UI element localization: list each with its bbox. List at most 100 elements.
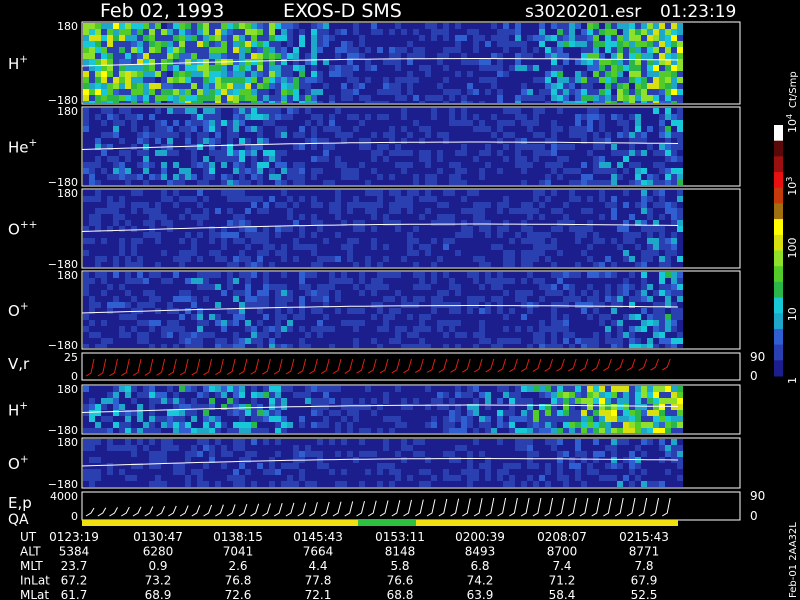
- pitch-trace: [81, 404, 679, 413]
- footer-cell: 67.2: [61, 574, 88, 588]
- colorbar-swatch: [774, 328, 783, 346]
- colorbar-swatch: [774, 360, 783, 377]
- y-axis-bottom: −180: [48, 478, 78, 491]
- right-axis-bottom: 0: [750, 509, 758, 523]
- header-file: s3020201.esr: [525, 2, 641, 22]
- footer-cell: 5.8: [390, 559, 409, 573]
- footer-cell: 76.6: [387, 574, 414, 588]
- y-axis-top: 180: [57, 20, 78, 33]
- colorbar-swatch: [774, 219, 783, 236]
- y-axis-top: 180: [57, 383, 78, 396]
- footer-cell: 0138:15: [213, 530, 263, 544]
- footer-row-label: InLat: [20, 574, 50, 588]
- y-axis-bottom: −180: [48, 94, 78, 107]
- footer-cell: 68.8: [387, 588, 414, 600]
- colorbar-swatch: [774, 297, 783, 314]
- footer-cell: 8148: [385, 545, 416, 559]
- colorbar-swatch: [774, 250, 783, 267]
- footer-cell: 0200:39: [455, 530, 505, 544]
- footer-cell: 52.5: [631, 588, 658, 600]
- colorbar-swatch: [774, 187, 783, 204]
- panel-group: H+180−180He+180−180O++180−180O+180−18090…: [8, 20, 765, 528]
- footer-cell: 0208:07: [537, 530, 587, 544]
- colorbar-swatch: [774, 344, 783, 361]
- qa-label: QA: [8, 512, 29, 528]
- footer-cell: 8493: [465, 545, 496, 559]
- footer-cell: 61.7: [61, 588, 88, 600]
- colorbar-swatch: [774, 234, 783, 251]
- panel-vr: 90 0 V,r 25 0: [8, 350, 765, 383]
- footer-cell: 0.9: [148, 559, 167, 573]
- footer-cell: 4.4: [308, 559, 327, 573]
- y-axis-bottom: 0: [71, 510, 78, 523]
- footer-cell: 73.2: [145, 574, 172, 588]
- footer-cell: 77.8: [305, 574, 332, 588]
- panel-label: E,p: [8, 494, 32, 512]
- footer-cell: 72.6: [225, 588, 252, 600]
- panel-ep: 90 0 E,p 4000 0: [8, 489, 765, 523]
- footer-cell: 63.9: [467, 588, 494, 600]
- colorbar-swatch: [774, 313, 783, 330]
- footer-row-label: MLT: [20, 559, 43, 573]
- y-axis-top: 180: [57, 436, 78, 449]
- right-axis-bottom: 0: [750, 369, 758, 383]
- colorbar-unit: Ct/Smp: [788, 71, 799, 108]
- panel-o-plus: O+180−180: [8, 269, 741, 352]
- y-axis-bottom: 0: [71, 370, 78, 383]
- footer-row-label: ALT: [20, 545, 41, 559]
- footer-cell: 68.9: [145, 588, 172, 600]
- footer-cell: 67.9: [631, 574, 658, 588]
- footer-cell: 71.2: [549, 574, 576, 588]
- pitch-trace: [81, 458, 679, 467]
- y-axis-bottom: −180: [48, 339, 78, 352]
- y-axis-top: 25: [64, 351, 78, 364]
- qa-bar: QA: [8, 512, 678, 528]
- footer-side-label: Feb-01 2AA32L: [788, 522, 799, 598]
- y-axis-top: 180: [57, 269, 78, 282]
- y-axis-bottom: −180: [48, 176, 78, 189]
- footer-cell: 8700: [547, 545, 578, 559]
- colorbar-tick-label: 10: [786, 307, 799, 321]
- y-axis-bottom: −180: [48, 258, 78, 271]
- panel-h-plus: H+180−180: [8, 20, 741, 107]
- footer-cell: 6280: [143, 545, 174, 559]
- y-axis-top: 4000: [50, 490, 78, 503]
- panel-frame: [81, 491, 741, 521]
- footer-cell: 23.7: [61, 559, 88, 573]
- footer-cell: 0130:47: [133, 530, 183, 544]
- panel-label: V,r: [8, 355, 30, 373]
- footer-cell: 7041: [223, 545, 254, 559]
- colorbar-swatch: [774, 156, 783, 173]
- footer-cell: 7664: [303, 545, 334, 559]
- colorbar-swatch: [774, 140, 783, 157]
- header-instrument: EXOS-D SMS: [283, 0, 402, 22]
- y-axis-top: 180: [57, 187, 78, 200]
- footer-cell: 72.1: [305, 588, 332, 600]
- panel-frame: [81, 352, 741, 381]
- footer-cell: 2.6: [228, 559, 247, 573]
- footer-cell: 0123:19: [49, 530, 99, 544]
- panel-o-plus-2: O+180−180: [8, 436, 741, 491]
- right-axis-top: 90: [750, 350, 765, 364]
- footer-cell: 58.4: [549, 588, 576, 600]
- panel-he-plus: He+180−180: [8, 105, 741, 189]
- colorbar-tick-label: 1: [786, 377, 799, 384]
- colorbar-swatch: [774, 281, 783, 299]
- pitch-trace: [81, 58, 679, 67]
- footer-cell: 0145:43: [293, 530, 343, 544]
- footer-row-label: UT: [20, 530, 37, 544]
- colorbar-swatch: [774, 172, 783, 189]
- colorbar-swatch: [774, 266, 783, 283]
- y-axis-top: 180: [57, 105, 78, 118]
- footer-cell: 8771: [629, 545, 660, 559]
- footer-cell: 74.2: [467, 574, 494, 588]
- y-axis-bottom: −180: [48, 424, 78, 437]
- pitch-trace: [81, 305, 679, 314]
- colorbar-swatch: [774, 203, 783, 220]
- footer-cell: 0215:43: [619, 530, 669, 544]
- footer-cell: 76.8: [225, 574, 252, 588]
- panel-o-plusplus: O++180−180: [8, 187, 741, 271]
- right-axis-top: 90: [750, 489, 765, 503]
- panel-h-plus-2: H+180−180: [8, 383, 741, 437]
